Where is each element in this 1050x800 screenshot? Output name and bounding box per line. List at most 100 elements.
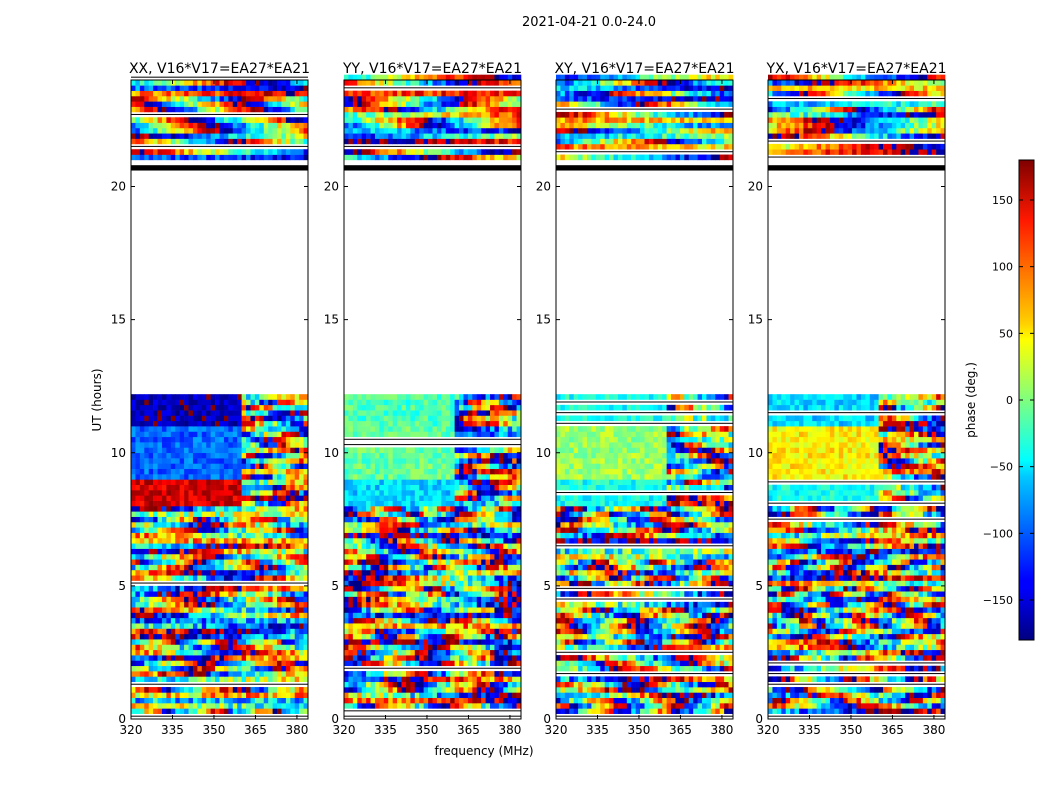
heatmap-cell (206, 671, 211, 677)
heatmap-cell (272, 585, 278, 592)
heatmap-cell (285, 117, 291, 123)
heatmap-cell (290, 506, 296, 512)
heatmap-cell (201, 521, 207, 528)
heatmap-cell (281, 458, 287, 464)
heatmap-cell (131, 399, 136, 406)
heatmap-cell (144, 420, 149, 427)
heatmap-cell (299, 101, 304, 107)
heatmap-cell (428, 591, 433, 597)
heatmap-cell (232, 617, 238, 624)
heatmap-cell (188, 154, 194, 161)
heatmap-cell (352, 500, 358, 507)
heatmap-cell (503, 697, 509, 704)
heatmap-cell (383, 527, 389, 533)
heatmap-cell (294, 708, 300, 714)
heatmap-cell (188, 543, 194, 549)
heatmap-cell (405, 575, 411, 581)
heatmap-cell (299, 463, 304, 470)
heatmap-cell (135, 90, 141, 97)
heatmap-cell (179, 500, 185, 507)
heatmap-cell (516, 426, 522, 432)
heatmap-cell (454, 596, 460, 603)
heatmap-cell (223, 463, 229, 470)
heatmap-cell (237, 506, 242, 512)
heatmap-cell (285, 655, 291, 661)
heatmap-cell (507, 575, 513, 581)
heatmap-cell (374, 591, 380, 597)
heatmap-cell (405, 628, 411, 635)
heatmap-cell (166, 495, 172, 501)
heatmap-cell (197, 90, 203, 97)
heatmap-cell (405, 532, 411, 539)
heatmap-cell (215, 495, 220, 501)
heatmap-cell (414, 495, 420, 501)
heatmap-cell (188, 671, 194, 677)
heatmap-cell (228, 537, 234, 544)
heatmap-cell (135, 447, 141, 454)
heatmap-cell (463, 617, 469, 624)
heatmap-cell (401, 601, 407, 608)
heatmap-cell (170, 628, 176, 635)
heatmap-cell (290, 511, 296, 517)
heatmap-cell (241, 548, 247, 555)
heatmap-cell (131, 500, 136, 507)
heatmap-cell (228, 399, 234, 406)
heatmap-cell (179, 80, 185, 86)
heatmap-cell (414, 484, 420, 491)
heatmap-cell (197, 458, 203, 464)
heatmap-cell (445, 511, 451, 517)
heatmap-cell (228, 106, 234, 113)
heatmap-cell (250, 660, 256, 667)
heatmap-cell (135, 569, 141, 576)
heatmap-cell (397, 500, 402, 507)
heatmap-cell (188, 591, 194, 597)
heatmap-cell (144, 697, 149, 704)
heatmap-cell (201, 495, 207, 501)
heatmap-cell (281, 543, 287, 549)
heatmap-cell (494, 484, 500, 491)
heatmap-cell (410, 490, 416, 496)
y-tick-label: 0 (118, 712, 126, 726)
heatmap-cell (285, 532, 291, 539)
heatmap-cell (201, 474, 207, 480)
heatmap-cell (250, 644, 256, 651)
heatmap-cell (254, 138, 260, 145)
heatmap-cell (370, 697, 376, 704)
heatmap-cell (135, 442, 141, 448)
heatmap-cell (228, 612, 234, 619)
heatmap-cell (184, 639, 189, 645)
heatmap-cell (432, 575, 438, 581)
heatmap-cell (250, 623, 256, 629)
heatmap-cell (481, 458, 486, 464)
heatmap-cell (206, 410, 211, 416)
heatmap-cell (263, 154, 269, 161)
heatmap-cell (485, 521, 491, 528)
heatmap-cell (299, 601, 304, 608)
heatmap-cell (153, 655, 158, 661)
heatmap-cell (405, 527, 411, 533)
heatmap-cell (153, 436, 158, 443)
heatmap-cell (419, 553, 424, 560)
heatmap-cell (192, 463, 198, 470)
heatmap-cell (281, 601, 287, 608)
heatmap-cell (237, 527, 242, 533)
heatmap-cell (436, 511, 442, 517)
heatmap-cell (467, 575, 473, 581)
heatmap-cell (405, 484, 411, 491)
heatmap-cell (179, 506, 185, 512)
heatmap-cell (268, 633, 273, 640)
heatmap-cell (206, 490, 211, 496)
heatmap-cell (166, 596, 172, 603)
heatmap-cell (423, 676, 429, 683)
heatmap-cell (494, 628, 500, 635)
heatmap-cell (445, 575, 451, 581)
heatmap-cell (223, 687, 229, 693)
heatmap-cell (241, 521, 247, 528)
heatmap-cell (379, 532, 385, 539)
heatmap-cell (476, 537, 482, 544)
heatmap-cell (184, 410, 189, 416)
heatmap-cell (285, 490, 291, 496)
heatmap-cell (153, 463, 158, 470)
heatmap-cell (294, 90, 300, 97)
heatmap-cell (388, 521, 393, 528)
